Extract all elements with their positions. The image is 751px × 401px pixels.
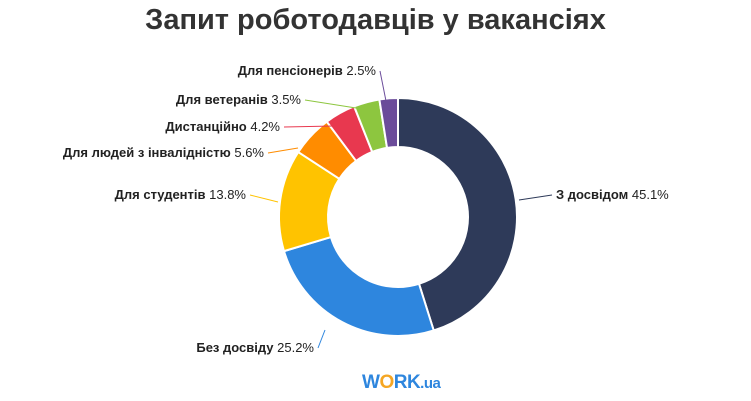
slice-label: Дистанційно 4.2% bbox=[165, 119, 280, 134]
slice-leader-line bbox=[379, 70, 387, 102]
slice-leader-line bbox=[283, 125, 335, 128]
slice-label: Без досвіду 25.2% bbox=[196, 340, 314, 355]
slice-label-value: 3.5% bbox=[271, 92, 301, 107]
logo-part-o: O bbox=[379, 372, 394, 393]
slice-label: З досвідом 45.1% bbox=[556, 187, 669, 202]
work-ua-logo[interactable]: WORK.ua bbox=[362, 372, 441, 394]
slice-label: Для людей з інвалідністю 5.6% bbox=[63, 145, 265, 160]
slice-label: Для студентів 13.8% bbox=[115, 187, 247, 202]
slice-label-name: З досвідом bbox=[556, 187, 632, 202]
slice-label-name: Для студентів bbox=[115, 187, 209, 202]
slice-label-name: Для пенсіонерів bbox=[238, 63, 347, 78]
slice-label: Для пенсіонерів 2.5% bbox=[238, 63, 377, 78]
slice-label-name: Без досвіду bbox=[196, 340, 277, 355]
slice-leader-line bbox=[249, 194, 279, 203]
slice-label-value: 45.1% bbox=[632, 187, 669, 202]
slice-label-value: 4.2% bbox=[250, 119, 280, 134]
donut-slice bbox=[282, 236, 435, 337]
chart-title: Запит роботодавців у вакансіях bbox=[145, 4, 606, 36]
slice-label-value: 25.2% bbox=[277, 340, 314, 355]
logo-part-ua: .ua bbox=[420, 375, 441, 392]
slice-leader-line bbox=[267, 147, 299, 154]
donut-slice bbox=[397, 97, 518, 332]
slice-leader-line bbox=[518, 194, 553, 201]
slice-label-value: 13.8% bbox=[209, 187, 246, 202]
slice-label-name: Для ветеранів bbox=[176, 92, 271, 107]
slice-label: Для ветеранів 3.5% bbox=[176, 92, 302, 107]
slice-label-value: 2.5% bbox=[346, 63, 376, 78]
logo-part-rk: RK bbox=[393, 372, 421, 393]
slice-label-name: Дистанційно bbox=[165, 119, 250, 134]
slice-label-name: Для людей з інвалідністю bbox=[63, 145, 234, 160]
slice-leader-line bbox=[304, 99, 357, 109]
slice-label-value: 5.6% bbox=[234, 145, 264, 160]
logo-part-w: W bbox=[362, 372, 380, 393]
slice-leader-line bbox=[317, 329, 326, 349]
